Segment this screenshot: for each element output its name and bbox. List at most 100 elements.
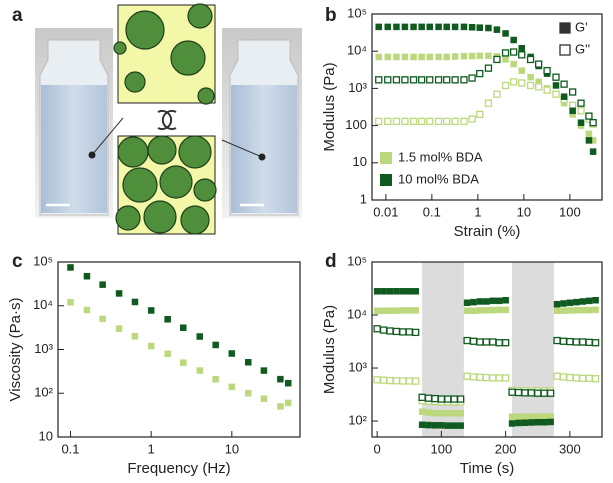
- data-point: [131, 333, 139, 340]
- legend-label: G': [575, 19, 588, 34]
- data-point: [502, 56, 509, 63]
- data-point: [553, 300, 561, 308]
- data-point: [401, 117, 409, 126]
- data-point: [547, 418, 554, 426]
- data-point: [577, 99, 585, 107]
- data-point: [384, 117, 392, 126]
- data-point: [495, 339, 503, 347]
- y-tick-label: 10: [353, 154, 367, 169]
- data-point: [585, 374, 593, 382]
- data-point: [418, 53, 425, 61]
- data-point: [412, 328, 420, 337]
- y-tick-label: 10³: [348, 80, 367, 95]
- y-axis-label: Viscosity (Pa·s): [7, 298, 24, 402]
- data-point: [99, 281, 106, 288]
- data-point: [245, 359, 252, 366]
- data-point: [579, 338, 587, 346]
- data-point: [380, 307, 387, 315]
- data-point: [399, 328, 407, 336]
- x-tick-label: 0.1: [423, 204, 441, 219]
- data-point: [457, 395, 465, 403]
- data-point: [212, 375, 219, 383]
- y-tick-label: 10⁴: [347, 43, 367, 58]
- data-point: [489, 374, 497, 382]
- data-point: [483, 306, 490, 314]
- data-point: [424, 394, 433, 402]
- data-point: [406, 307, 413, 314]
- data-point: [476, 24, 484, 31]
- data-point: [412, 377, 420, 385]
- data-point: [552, 82, 560, 89]
- data-point: [401, 76, 409, 84]
- data-point: [460, 117, 468, 126]
- data-point: [67, 299, 74, 306]
- data-point: [228, 383, 236, 391]
- data-point: [375, 23, 382, 31]
- data-point: [534, 418, 542, 426]
- data-point: [559, 337, 568, 345]
- data-point: [147, 342, 155, 350]
- x-axis-label: Strain (%): [454, 223, 521, 240]
- data-point: [510, 60, 517, 68]
- data-point: [559, 373, 568, 381]
- legend-marker: [380, 152, 392, 164]
- data-point: [484, 99, 493, 107]
- data-point: [399, 307, 407, 314]
- data-point: [284, 399, 292, 407]
- y-tick-label: 10⁵: [33, 253, 53, 268]
- data-point: [528, 413, 535, 420]
- data-point: [431, 422, 439, 429]
- data-point: [463, 307, 471, 315]
- data-point: [180, 359, 187, 366]
- data-point: [392, 76, 401, 84]
- data-point: [560, 300, 567, 307]
- data-point: [579, 306, 586, 314]
- data-point: [67, 264, 74, 271]
- data-point: [521, 419, 529, 426]
- data-point: [527, 389, 535, 397]
- panel-label: a: [12, 5, 23, 26]
- data-point: [438, 410, 445, 417]
- data-point: [450, 422, 458, 429]
- data-point: [386, 288, 394, 295]
- data-point: [546, 389, 555, 397]
- data-point: [535, 83, 543, 91]
- legend-label: 1.5 mol% BDA: [398, 149, 483, 164]
- data-point: [515, 413, 522, 421]
- data-point: [495, 297, 503, 305]
- data-point: [515, 419, 522, 427]
- data-point: [164, 316, 171, 323]
- data-point: [560, 93, 568, 100]
- data-point: [196, 367, 203, 374]
- data-point: [284, 379, 292, 387]
- cycle-arrow: [161, 110, 177, 130]
- data-point: [552, 73, 560, 81]
- data-point: [375, 76, 383, 84]
- data-point: [534, 413, 542, 420]
- data-point: [489, 297, 497, 305]
- data-point: [450, 395, 458, 403]
- x-tick-label: 300: [559, 441, 581, 456]
- data-point: [547, 413, 554, 420]
- data-point: [493, 90, 501, 98]
- data-point: [493, 26, 501, 33]
- data-point: [431, 394, 439, 403]
- data-point: [526, 81, 535, 90]
- data-point: [392, 327, 401, 336]
- data-point: [470, 307, 477, 315]
- data-point: [579, 298, 586, 305]
- data-point: [489, 338, 497, 346]
- data-point: [386, 327, 394, 335]
- panel-a-illustration: a: [12, 3, 302, 235]
- data-point: [405, 377, 413, 385]
- data-point: [418, 421, 426, 429]
- data-point: [469, 337, 478, 345]
- panel-label: d: [325, 251, 337, 272]
- data-point: [386, 307, 394, 314]
- data-point: [277, 375, 284, 383]
- data-point: [509, 78, 518, 86]
- data-point: [476, 307, 484, 314]
- y-tick-label: 10²: [348, 412, 367, 427]
- data-point: [431, 410, 439, 417]
- data-point: [83, 306, 91, 314]
